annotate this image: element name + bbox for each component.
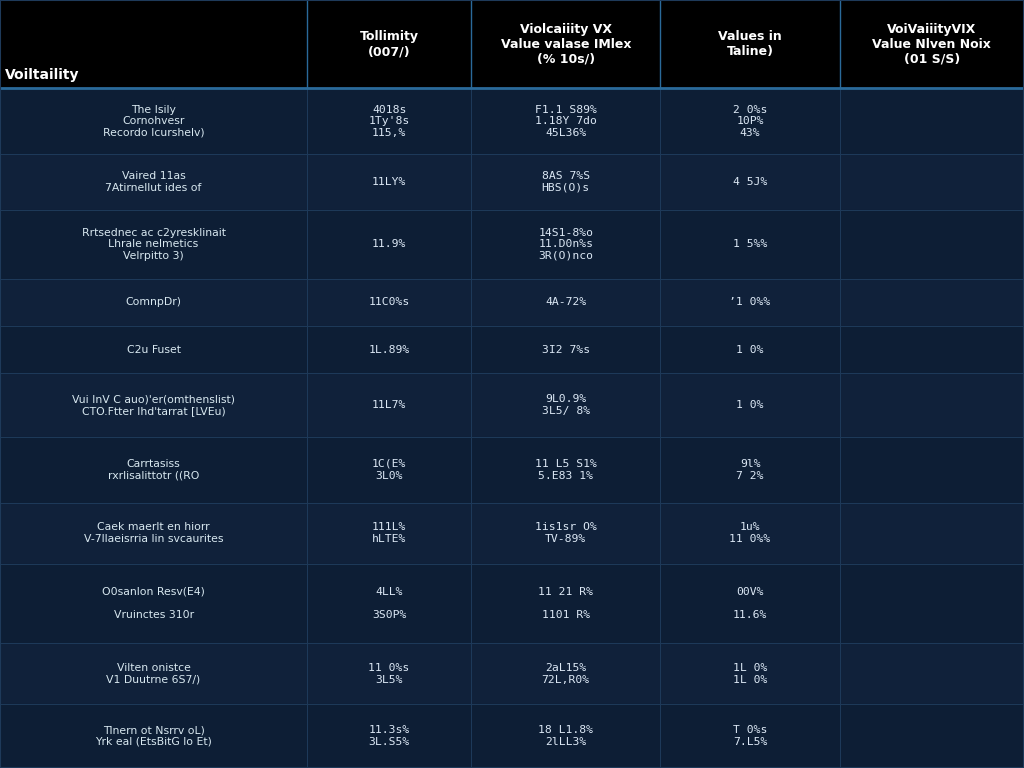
Text: 9L0.9%
3L5/ 8%: 9L0.9% 3L5/ 8% <box>542 394 590 415</box>
Text: 00V%

11.6%: 00V% 11.6% <box>733 587 767 620</box>
Bar <box>0 644 1024 704</box>
Bar <box>0 210 1024 279</box>
Text: Vui InV C auo)'er(omthenslist)
CTO.Ftter Ihd'tarrat [LVEu): Vui InV C auo)'er(omthenslist) CTO.Ftter… <box>72 394 236 415</box>
Text: Values in
Taline): Values in Taline) <box>718 30 782 58</box>
Text: Vaired 11as
7Atirnellut ides of: Vaired 11as 7Atirnellut ides of <box>105 171 202 193</box>
Text: 1 0%: 1 0% <box>736 400 764 410</box>
Text: Caek maerlt en hiorr
V-7llaeisrria lin svcaurites: Caek maerlt en hiorr V-7llaeisrria lin s… <box>84 522 223 544</box>
Text: 11 0%s
3L5%: 11 0%s 3L5% <box>369 663 410 684</box>
Text: 14S1-8%o
11.D0n%s
3R(O)nco: 14S1-8%o 11.D0n%s 3R(O)nco <box>539 227 593 261</box>
Bar <box>0 279 1024 326</box>
Text: 11 L5 S1%
5.E83 1%: 11 L5 S1% 5.E83 1% <box>535 459 597 481</box>
Text: F1.1 S89%
1.18Y 7do
45L36%: F1.1 S89% 1.18Y 7do 45L36% <box>535 104 597 137</box>
Text: Carrtasiss
rxrlisalittotr ((RO: Carrtasiss rxrlisalittotr ((RO <box>108 459 200 481</box>
Text: 1 5%%: 1 5%% <box>733 239 767 249</box>
Bar <box>0 326 1024 373</box>
Text: Tlnern ot Nsrrv oL)
Yrk eal (EtsBitG lo Et): Tlnern ot Nsrrv oL) Yrk eal (EtsBitG lo … <box>95 725 212 747</box>
Text: ComnpDr): ComnpDr) <box>126 297 181 307</box>
Bar <box>0 502 1024 564</box>
Text: 1is1sr O%
TV-89%: 1is1sr O% TV-89% <box>535 522 597 544</box>
Text: Violcaiiity VX
Value valase IMlex
(% 10s/): Violcaiiity VX Value valase IMlex (% 10s… <box>501 23 631 65</box>
Text: 3I2 7%s: 3I2 7%s <box>542 345 590 355</box>
Text: Vilten onistce
V1 Duutrne 6S7/): Vilten onistce V1 Duutrne 6S7/) <box>106 663 201 684</box>
Text: Tollimity
(007/): Tollimity (007/) <box>359 30 419 58</box>
Text: 1L.89%: 1L.89% <box>369 345 410 355</box>
Text: 2 0%s
10P%
43%: 2 0%s 10P% 43% <box>733 104 767 137</box>
Bar <box>0 373 1024 437</box>
Text: 11C0%s: 11C0%s <box>369 297 410 307</box>
Text: VoiVaiiityVIX
Value Nlven Noix
(01 S/S): VoiVaiiityVIX Value Nlven Noix (01 S/S) <box>872 23 991 65</box>
Text: T 0%s
7.L5%: T 0%s 7.L5% <box>733 725 767 747</box>
Text: 4 5J%: 4 5J% <box>733 177 767 187</box>
Bar <box>0 154 1024 210</box>
Text: 9l%
7 2%: 9l% 7 2% <box>736 459 764 481</box>
Text: 11LY%: 11LY% <box>372 177 407 187</box>
Text: 11.9%: 11.9% <box>372 239 407 249</box>
Text: Rrtsednec ac c2yresklinait
Lhrale nelmetics
Velrpitto 3): Rrtsednec ac c2yresklinait Lhrale nelmet… <box>82 227 225 261</box>
Text: 11.3s%
3L.S5%: 11.3s% 3L.S5% <box>369 725 410 747</box>
Text: 4018s
1Ty'8s
115,%: 4018s 1Ty'8s 115,% <box>369 104 410 137</box>
Text: 1L 0%
1L 0%: 1L 0% 1L 0% <box>733 663 767 684</box>
Text: 1u%
11 0%%: 1u% 11 0%% <box>729 522 771 544</box>
Bar <box>0 88 1024 154</box>
Text: C2u Fuset: C2u Fuset <box>127 345 180 355</box>
Text: ’1 0%%: ’1 0%% <box>729 297 771 307</box>
Text: 4LL%

3S0P%: 4LL% 3S0P% <box>372 587 407 620</box>
Text: 1C(E%
3L0%: 1C(E% 3L0% <box>372 459 407 481</box>
Text: 11L7%: 11L7% <box>372 400 407 410</box>
Text: Voiltaility: Voiltaility <box>5 68 80 82</box>
Bar <box>0 704 1024 768</box>
Bar <box>0 437 1024 502</box>
Text: 8AS 7%S
HBS(O)s: 8AS 7%S HBS(O)s <box>542 171 590 193</box>
Text: 11 21 R%

1101 R%: 11 21 R% 1101 R% <box>539 587 593 620</box>
Text: 2aL15%
72L,R0%: 2aL15% 72L,R0% <box>542 663 590 684</box>
Text: O0sanlon Resv(E4)

Vruinctes 310r: O0sanlon Resv(E4) Vruinctes 310r <box>102 587 205 620</box>
Text: 18 L1.8%
2lLL3%: 18 L1.8% 2lLL3% <box>539 725 593 747</box>
Text: 4A-72%: 4A-72% <box>545 297 587 307</box>
Text: 111L%
hLTE%: 111L% hLTE% <box>372 522 407 544</box>
Text: The Isily
Cornohvesr
Recordo Icurshelv): The Isily Cornohvesr Recordo Icurshelv) <box>102 104 205 137</box>
Text: 1 0%: 1 0% <box>736 345 764 355</box>
